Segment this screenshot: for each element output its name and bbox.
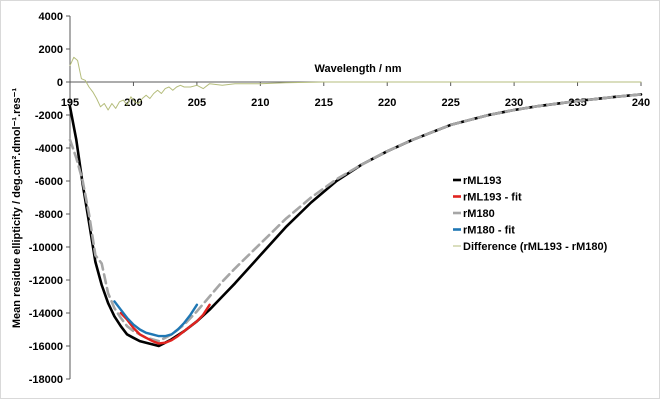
y-tick-label: -14000	[29, 308, 63, 320]
y-tick-label: -18000	[29, 374, 63, 386]
y-tick-label: -16000	[29, 341, 63, 353]
y-tick-label: -8000	[35, 209, 63, 221]
y-tick-label: -2000	[35, 110, 63, 122]
legend-label: rML193 - fit	[463, 192, 522, 204]
x-tick-label: 230	[505, 97, 523, 109]
x-tick-label: 220	[378, 97, 396, 109]
series-line-rm180-fit	[113, 300, 199, 338]
x-axis-title: Wavelength / nm	[315, 63, 402, 75]
y-tick-label: -12000	[29, 275, 63, 287]
x-tick-label: 195	[61, 97, 79, 109]
x-tick-label: 240	[632, 97, 650, 109]
x-tick-label: 225	[441, 97, 459, 109]
x-tick-label: 205	[188, 97, 206, 109]
series-line-rml193	[68, 93, 643, 348]
x-axis-ticks: 195 200 205 210 215 220 225 230 235 240	[61, 82, 650, 109]
y-tick-label: 2000	[39, 44, 63, 56]
x-tick-label: 215	[315, 97, 333, 109]
legend-label: rM180	[463, 208, 495, 220]
legend: rML193 rML193 - fit rM180 rM180 - fit Differ…	[453, 175, 608, 253]
x-tick-label: 210	[251, 97, 269, 109]
series-layer	[68, 56, 643, 348]
y-axis-title: Mean residue ellipticity / deg.cm².dmol⁻…	[11, 88, 23, 329]
x-tick-label: 200	[124, 97, 142, 109]
y-tick-label: -4000	[35, 143, 63, 155]
y-tick-label: -6000	[35, 176, 63, 188]
legend-label: rML193	[463, 175, 502, 187]
y-tick-label: -10000	[29, 242, 63, 254]
y-tick-label: 4000	[39, 11, 63, 23]
y-axis-ticks: 4000 2000 0 -2000 -4000 -6000 -8000 -10000 -1200…	[29, 11, 70, 386]
series-line-rm180	[68, 93, 643, 343]
series-line-difference-rml193-rm180	[69, 56, 642, 111]
y-tick-label: 0	[57, 77, 63, 89]
series-line-rml193-fit	[119, 303, 211, 345]
legend-label: Difference (rML193 - rM180)	[463, 241, 608, 253]
legend-label: rM180 - fit	[463, 225, 515, 237]
